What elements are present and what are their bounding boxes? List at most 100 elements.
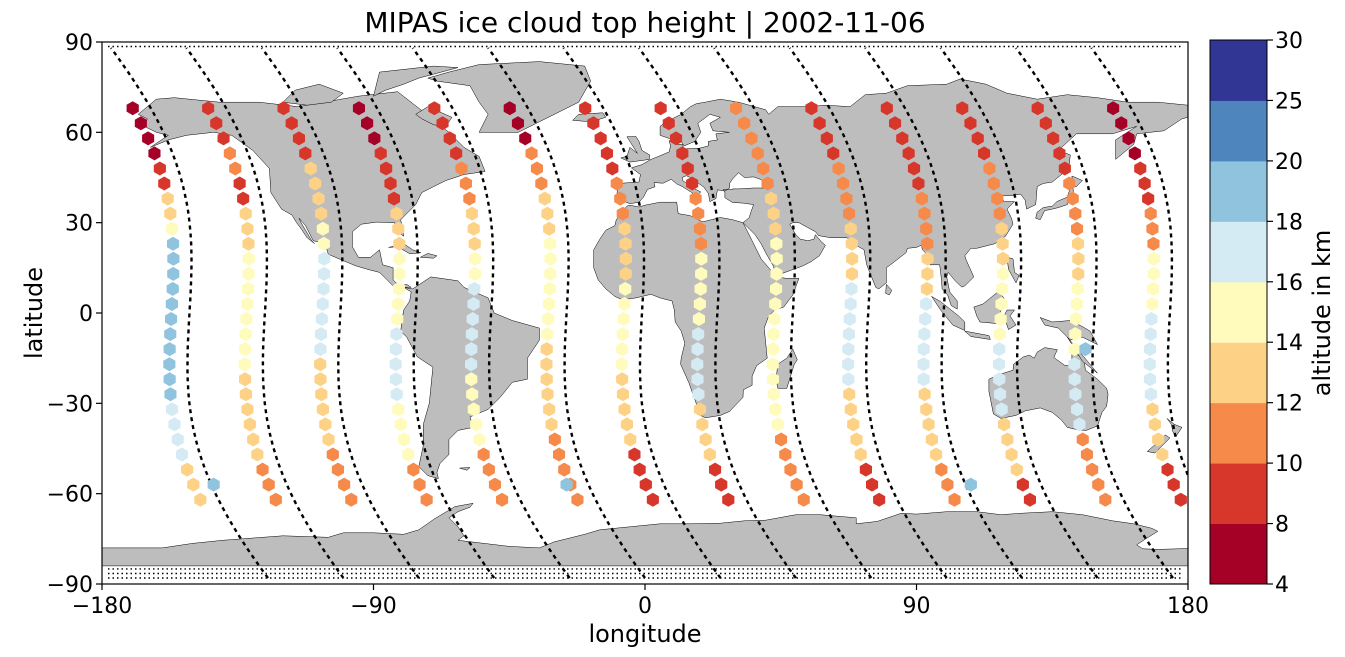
cloud-marker: [920, 297, 933, 311]
land-15: [963, 330, 991, 340]
cloud-marker: [840, 191, 853, 206]
cloud-marker: [843, 387, 856, 402]
cloud-marker: [646, 492, 659, 507]
cloud-marker: [619, 236, 632, 251]
cloud-marker: [964, 116, 977, 131]
cloud-marker: [1086, 462, 1099, 477]
cloud-marker: [390, 327, 403, 342]
colorbar-band: [1210, 160, 1267, 222]
land-24: [459, 467, 471, 471]
cloud-marker: [992, 357, 1005, 372]
cloud-marker: [1072, 266, 1085, 281]
colorbar-tick-label: 12: [1275, 392, 1303, 417]
cloud-marker: [262, 477, 275, 492]
cloud-marker: [163, 342, 176, 357]
cloud-marker: [987, 176, 1000, 191]
cloud-marker: [242, 266, 255, 281]
cloud-marker: [693, 402, 706, 417]
cloud-marker: [917, 357, 930, 372]
colorbar-label: altitude in km: [1308, 230, 1336, 397]
x-tick-label: −180: [72, 594, 132, 619]
cloud-marker: [751, 146, 764, 161]
cloud-marker: [315, 312, 328, 326]
cloud-marker: [392, 281, 405, 296]
cloud-marker: [624, 432, 637, 447]
cloud-marker: [299, 146, 312, 161]
cloud-marker: [465, 327, 478, 342]
cloud-marker: [239, 387, 252, 402]
cloud-marker: [558, 462, 571, 477]
cloud-marker: [670, 131, 683, 146]
cloud-marker: [995, 402, 1008, 417]
cloud-marker: [836, 176, 850, 191]
cloud-marker: [1147, 266, 1160, 281]
cloud-marker: [619, 281, 632, 296]
cloud-marker: [465, 206, 478, 221]
cloud-marker: [766, 357, 779, 372]
cloud-marker: [805, 101, 818, 116]
cloud-marker: [465, 342, 478, 357]
cloud-marker: [482, 462, 495, 477]
cloud-marker: [134, 116, 147, 131]
cloud-marker: [1147, 251, 1160, 266]
y-tick-label: −60: [47, 483, 93, 508]
cloud-marker: [285, 116, 298, 131]
cloud-marker: [1063, 176, 1076, 191]
land-1: [426, 61, 591, 133]
cloud-marker: [393, 251, 406, 266]
colorbar-band: [1210, 342, 1267, 404]
x-tick-label: 180: [1167, 594, 1209, 619]
cloud-marker: [542, 312, 555, 326]
cloud-marker: [239, 206, 252, 221]
cloud-marker: [738, 116, 751, 131]
cloud-marker: [428, 101, 441, 116]
cloud-marker: [1023, 492, 1036, 507]
orbit-track-8: [713, 47, 873, 579]
cloud-marker: [1144, 387, 1157, 402]
land-25: [885, 283, 893, 296]
cloud-marker: [770, 236, 783, 251]
cloud-marker: [1073, 417, 1086, 432]
cloud-marker: [511, 116, 524, 131]
cloud-marker: [813, 116, 826, 131]
cloud-marker: [361, 116, 374, 131]
cloud-marker: [322, 432, 335, 447]
cloud-marker: [996, 281, 1009, 296]
cloud-marker: [917, 342, 930, 357]
colorbar-band: [1210, 281, 1267, 343]
cloud-marker: [1147, 236, 1160, 251]
cloud-marker: [920, 221, 933, 236]
colorbar-tick-label: 14: [1275, 331, 1303, 356]
cloud-marker: [240, 312, 253, 326]
colorbar-tick-label: 16: [1275, 271, 1303, 296]
cloud-marker: [1005, 447, 1018, 462]
cloud-marker: [832, 161, 845, 176]
colorbar-band: [1210, 40, 1267, 101]
land-10: [620, 136, 650, 163]
cloud-marker: [843, 312, 856, 326]
cloud-marker: [1099, 492, 1112, 507]
cloud-marker: [544, 236, 557, 251]
cloud-marker: [703, 447, 716, 462]
cloud-marker: [845, 281, 858, 296]
cloud-marker: [168, 417, 181, 432]
cloud-marker: [1070, 312, 1083, 326]
cloud-marker: [393, 266, 406, 281]
colorbar-band: [1210, 463, 1267, 525]
cloud-marker: [368, 131, 381, 146]
cloud-marker: [269, 492, 282, 507]
cloud-marker: [331, 462, 344, 477]
cloud-marker: [616, 327, 629, 342]
colorbar-band: [1210, 221, 1267, 283]
cloud-marker: [163, 357, 176, 372]
cloud-marker: [654, 101, 667, 116]
cloud-marker: [845, 236, 858, 251]
cloud-marker: [628, 447, 641, 462]
cloud-marker: [397, 432, 411, 447]
cloud-marker: [413, 477, 426, 492]
cloud-marker: [689, 191, 702, 206]
cloud-marker: [242, 251, 255, 266]
cloud-marker: [394, 417, 407, 432]
cloud-marker: [614, 191, 627, 206]
cloud-marker: [889, 116, 902, 131]
